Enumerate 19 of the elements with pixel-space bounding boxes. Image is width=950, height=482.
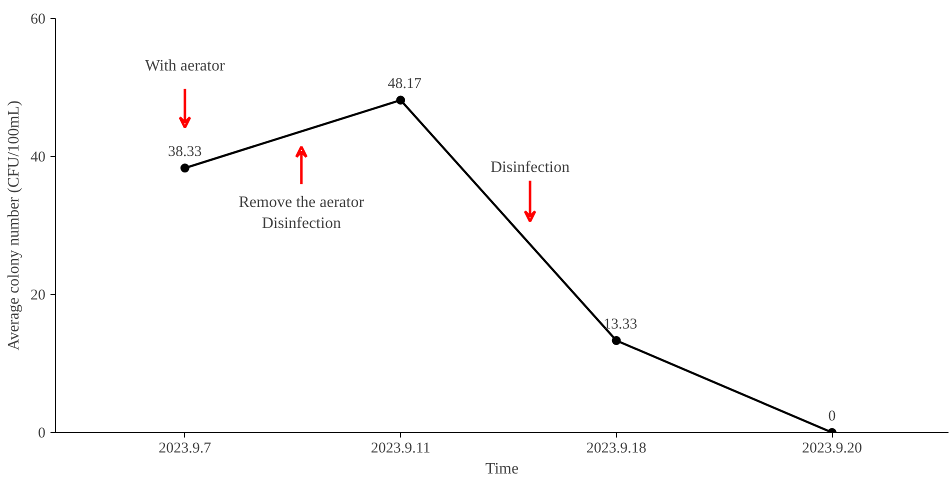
data-label: 48.17: [388, 76, 422, 92]
x-tick-label: 2023.9.7: [158, 440, 212, 456]
y-tick-label: 40: [30, 150, 46, 166]
y-axis-title: Average colony number (CFU/100mL): [6, 100, 22, 350]
point: [396, 96, 406, 105]
y-tick-label: 0: [38, 426, 46, 442]
data-label: 13.33: [603, 316, 638, 333]
annotation: With aerator: [145, 58, 226, 75]
x-tick-label: 2023.9.11: [370, 440, 430, 456]
y-tick-label: 20: [30, 288, 46, 304]
data-label: 0: [828, 408, 836, 424]
x-tick-label: 2023.9.20: [802, 440, 862, 456]
y-tick-label: 60: [30, 12, 46, 28]
x-tick-label: 2023.9.18: [586, 440, 646, 456]
point: [180, 164, 190, 173]
data-label: 38.33: [168, 144, 202, 160]
annotation: Remove the aerator Disinfection: [238, 194, 365, 232]
annotation: Disinfection: [490, 159, 570, 176]
x-axis-title: Time: [485, 460, 519, 478]
